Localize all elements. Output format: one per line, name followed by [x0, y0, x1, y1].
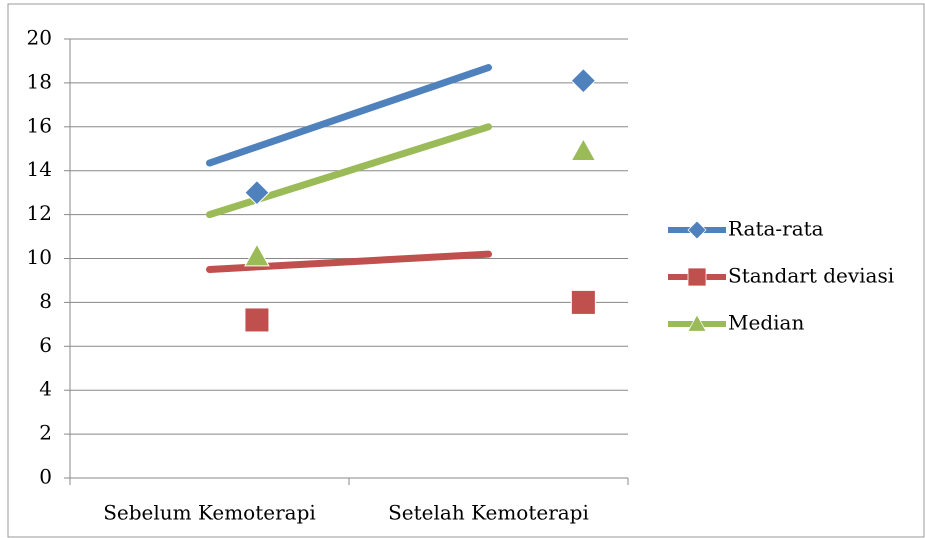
data-point — [244, 307, 270, 333]
trend-line — [206, 64, 492, 167]
y-tick-label: 6 — [39, 333, 52, 357]
y-tick-label: 14 — [27, 157, 52, 181]
y-tick-label: 4 — [39, 377, 52, 401]
y-tick-label: 12 — [27, 201, 52, 225]
data-point — [570, 137, 597, 162]
legend-label: Median — [728, 311, 804, 335]
legend-marker — [687, 220, 707, 240]
x-tick-label: Sebelum Kemoterapi — [103, 501, 316, 525]
legend-marker — [687, 314, 707, 332]
data-point — [244, 179, 270, 206]
y-tick-label: 16 — [27, 113, 52, 137]
y-tick-label: 10 — [27, 245, 52, 269]
chart-frame — [7, 3, 925, 538]
y-tick-label: 8 — [39, 289, 52, 313]
legend-marker — [687, 267, 707, 287]
data-point — [570, 67, 597, 94]
legend-label: Rata-rata — [728, 217, 824, 241]
y-tick-label: 20 — [27, 26, 52, 50]
trend-line — [206, 250, 492, 273]
data-point — [570, 289, 596, 315]
y-tick-label: 2 — [39, 421, 52, 445]
legend-label: Standart deviasi — [728, 264, 894, 288]
y-tick-label: 18 — [27, 69, 52, 93]
data-point — [244, 243, 270, 267]
y-tick-label: 0 — [39, 465, 52, 489]
x-tick-label: Setelah Kemoterapi — [388, 501, 589, 525]
